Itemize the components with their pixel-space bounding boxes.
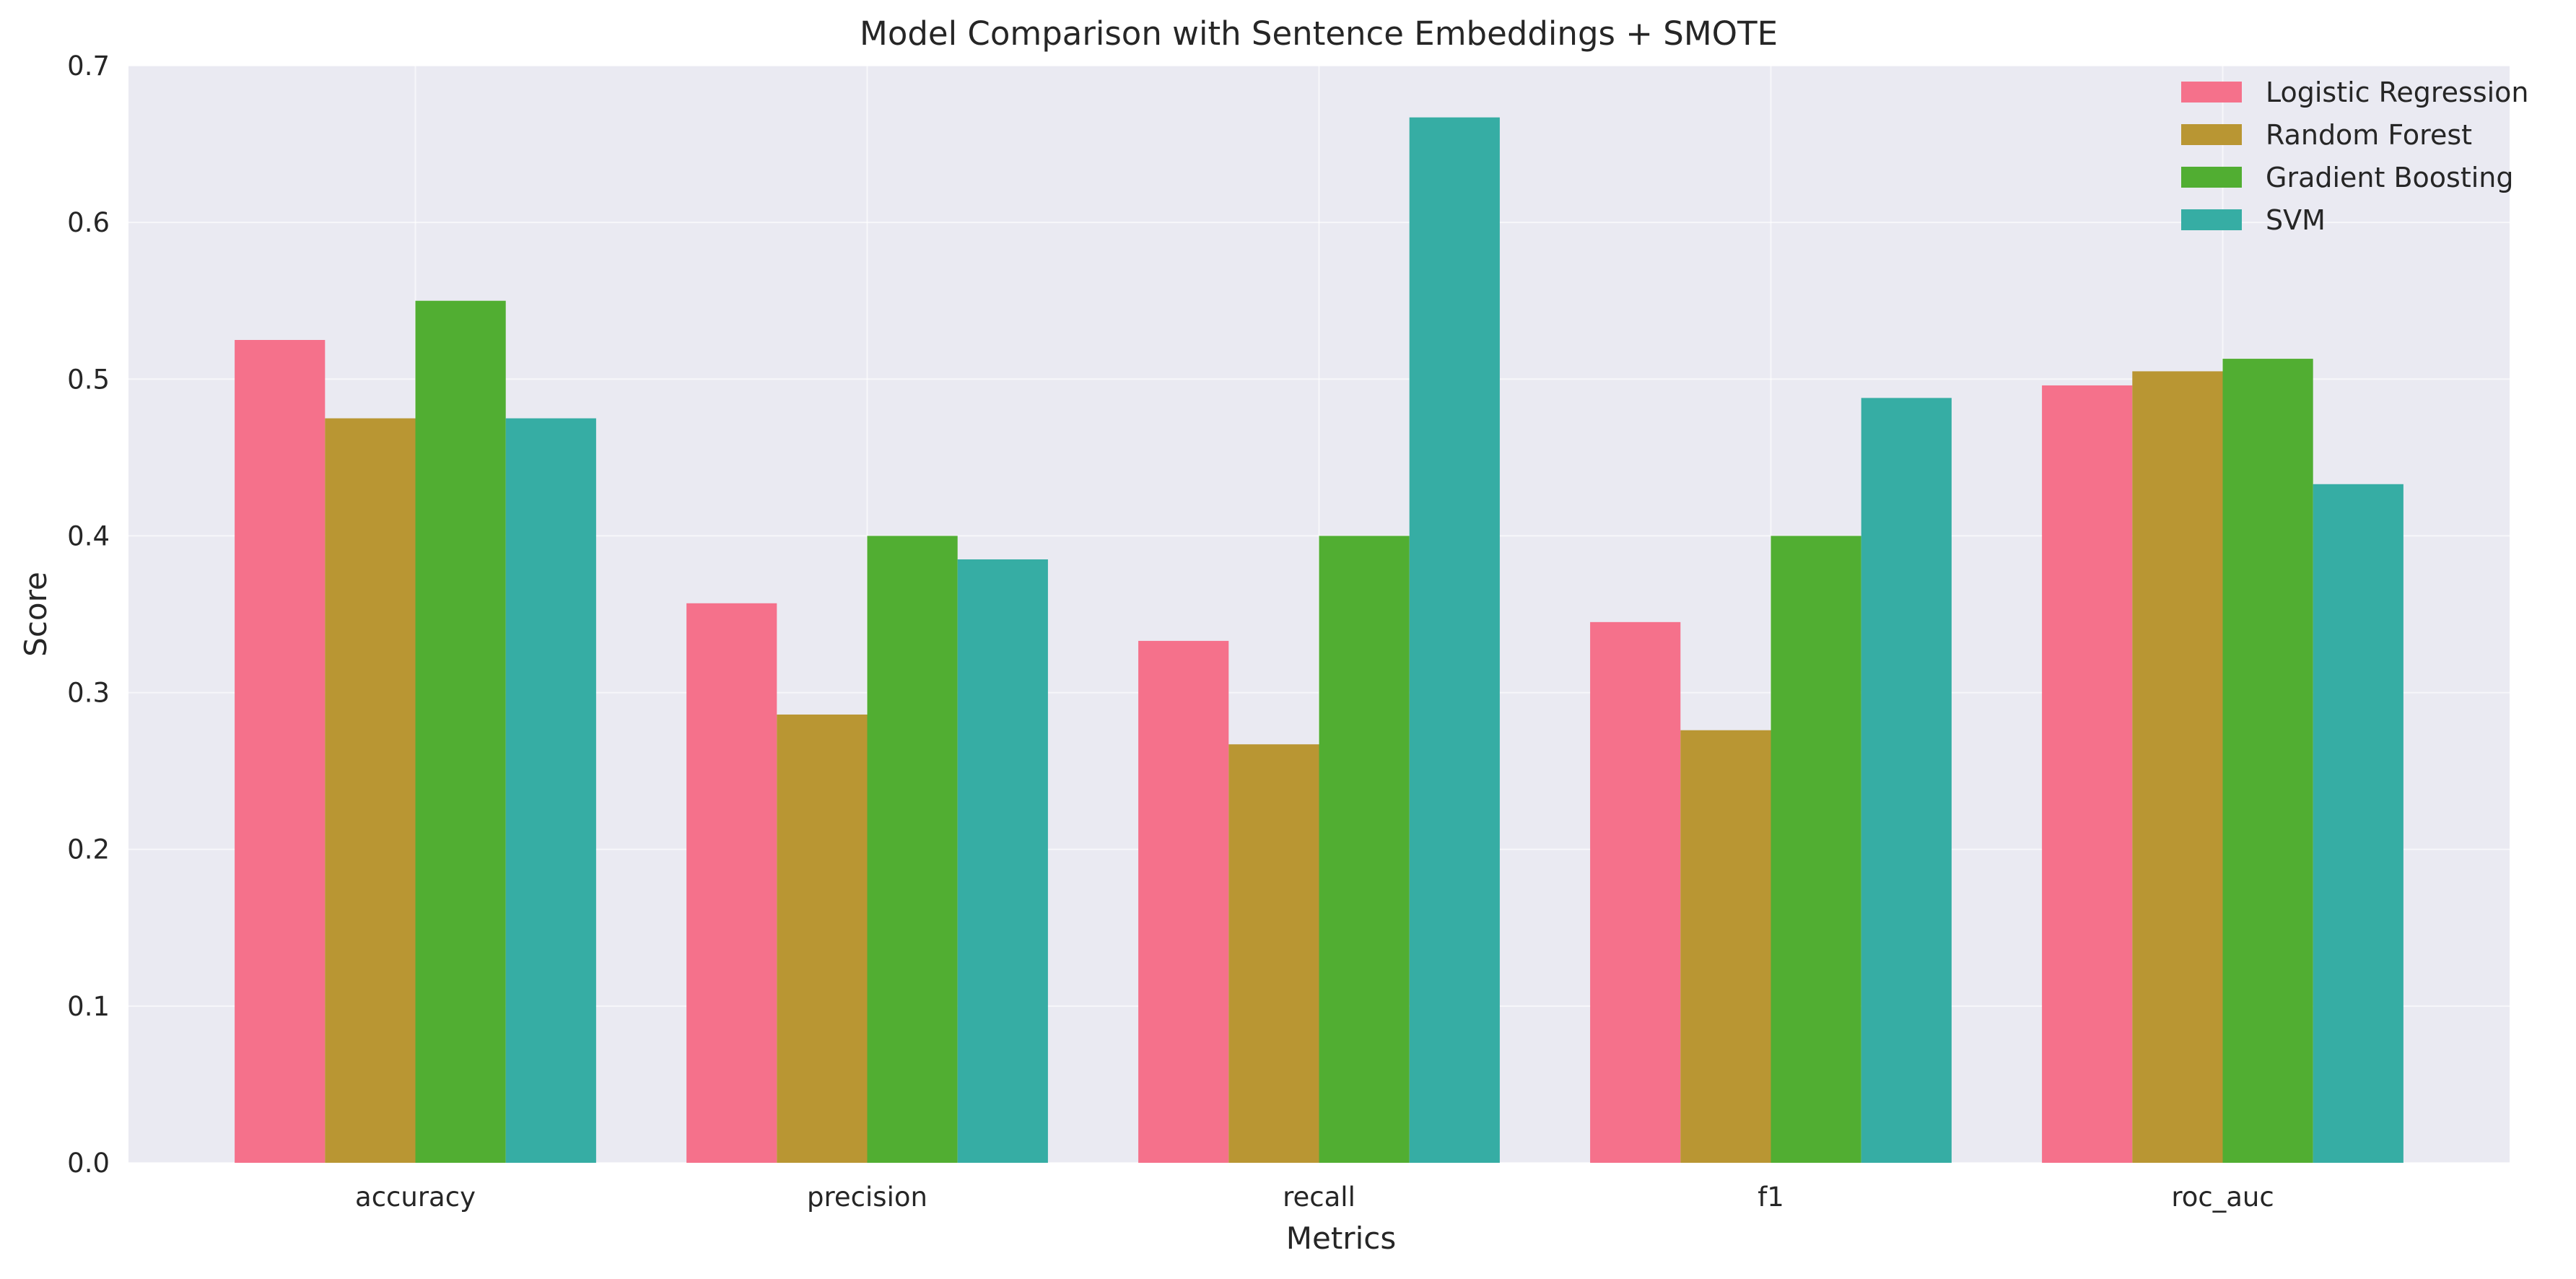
- x-tick-label: roc_auc: [2171, 1182, 2274, 1213]
- x-tick-label: f1: [1758, 1182, 1784, 1213]
- y-tick-label: 0.7: [67, 51, 110, 82]
- legend-label: Gradient Boosting: [2266, 162, 2514, 193]
- bar-logistic-regression-accuracy: [235, 340, 326, 1163]
- bar-svm-f1: [1861, 398, 1952, 1164]
- bar-logistic-regression-precision: [686, 603, 777, 1163]
- bar-svm-recall: [1409, 117, 1500, 1164]
- bar-gradient-boosting-accuracy: [415, 300, 506, 1163]
- x-tick-labels: accuracy precision recall f1 roc_auc: [355, 1182, 2274, 1213]
- bar-svm-accuracy: [505, 418, 596, 1163]
- legend-label: Logistic Regression: [2266, 77, 2529, 108]
- x-axis-label: Metrics: [1286, 1221, 1396, 1256]
- y-tick-label: 0.6: [67, 207, 110, 238]
- bar-logistic-regression-f1: [1590, 621, 1681, 1163]
- legend: Logistic Regression Random Forest Gradient…: [2181, 77, 2529, 236]
- bar-gradient-boosting-precision: [867, 536, 958, 1163]
- bar-gradient-boosting-recall: [1319, 536, 1410, 1163]
- bar-random-forest-recall: [1228, 744, 1319, 1163]
- y-tick-label: 0.0: [67, 1148, 110, 1179]
- y-axis-label: Score: [18, 572, 53, 657]
- bar-random-forest-roc_auc: [2132, 371, 2223, 1163]
- bar-svm-roc_auc: [2313, 484, 2403, 1163]
- bar-svm-precision: [957, 559, 1048, 1163]
- chart-title: Model Comparison with Sentence Embedding…: [860, 14, 1778, 53]
- y-tick-label: 0.3: [67, 678, 110, 709]
- legend-swatch: [2181, 82, 2242, 102]
- bars: [235, 117, 2403, 1164]
- y-tick-label: 0.4: [67, 520, 110, 551]
- x-tick-label: accuracy: [355, 1182, 476, 1213]
- x-tick-label: recall: [1283, 1182, 1355, 1213]
- bar-random-forest-f1: [1680, 730, 1771, 1163]
- bar-logistic-regression-roc_auc: [2042, 385, 2133, 1163]
- bar-gradient-boosting-f1: [1771, 536, 1861, 1163]
- legend-label: Random Forest: [2266, 119, 2472, 151]
- legend-label: SVM: [2266, 204, 2326, 236]
- bar-random-forest-accuracy: [325, 418, 416, 1163]
- x-tick-label: precision: [807, 1182, 927, 1213]
- y-tick-label: 0.2: [67, 834, 110, 865]
- legend-swatch: [2181, 124, 2242, 145]
- legend-swatch: [2181, 167, 2242, 188]
- y-tick-label: 0.1: [67, 991, 110, 1022]
- y-tick-label: 0.5: [67, 364, 110, 395]
- bar-gradient-boosting-roc_auc: [2222, 359, 2313, 1163]
- bar-random-forest-precision: [777, 714, 868, 1163]
- bar-logistic-regression-recall: [1138, 640, 1229, 1163]
- y-tick-labels: 0.0 0.1 0.2 0.3 0.4 0.5 0.6 0.7: [67, 51, 110, 1179]
- legend-swatch: [2181, 209, 2242, 230]
